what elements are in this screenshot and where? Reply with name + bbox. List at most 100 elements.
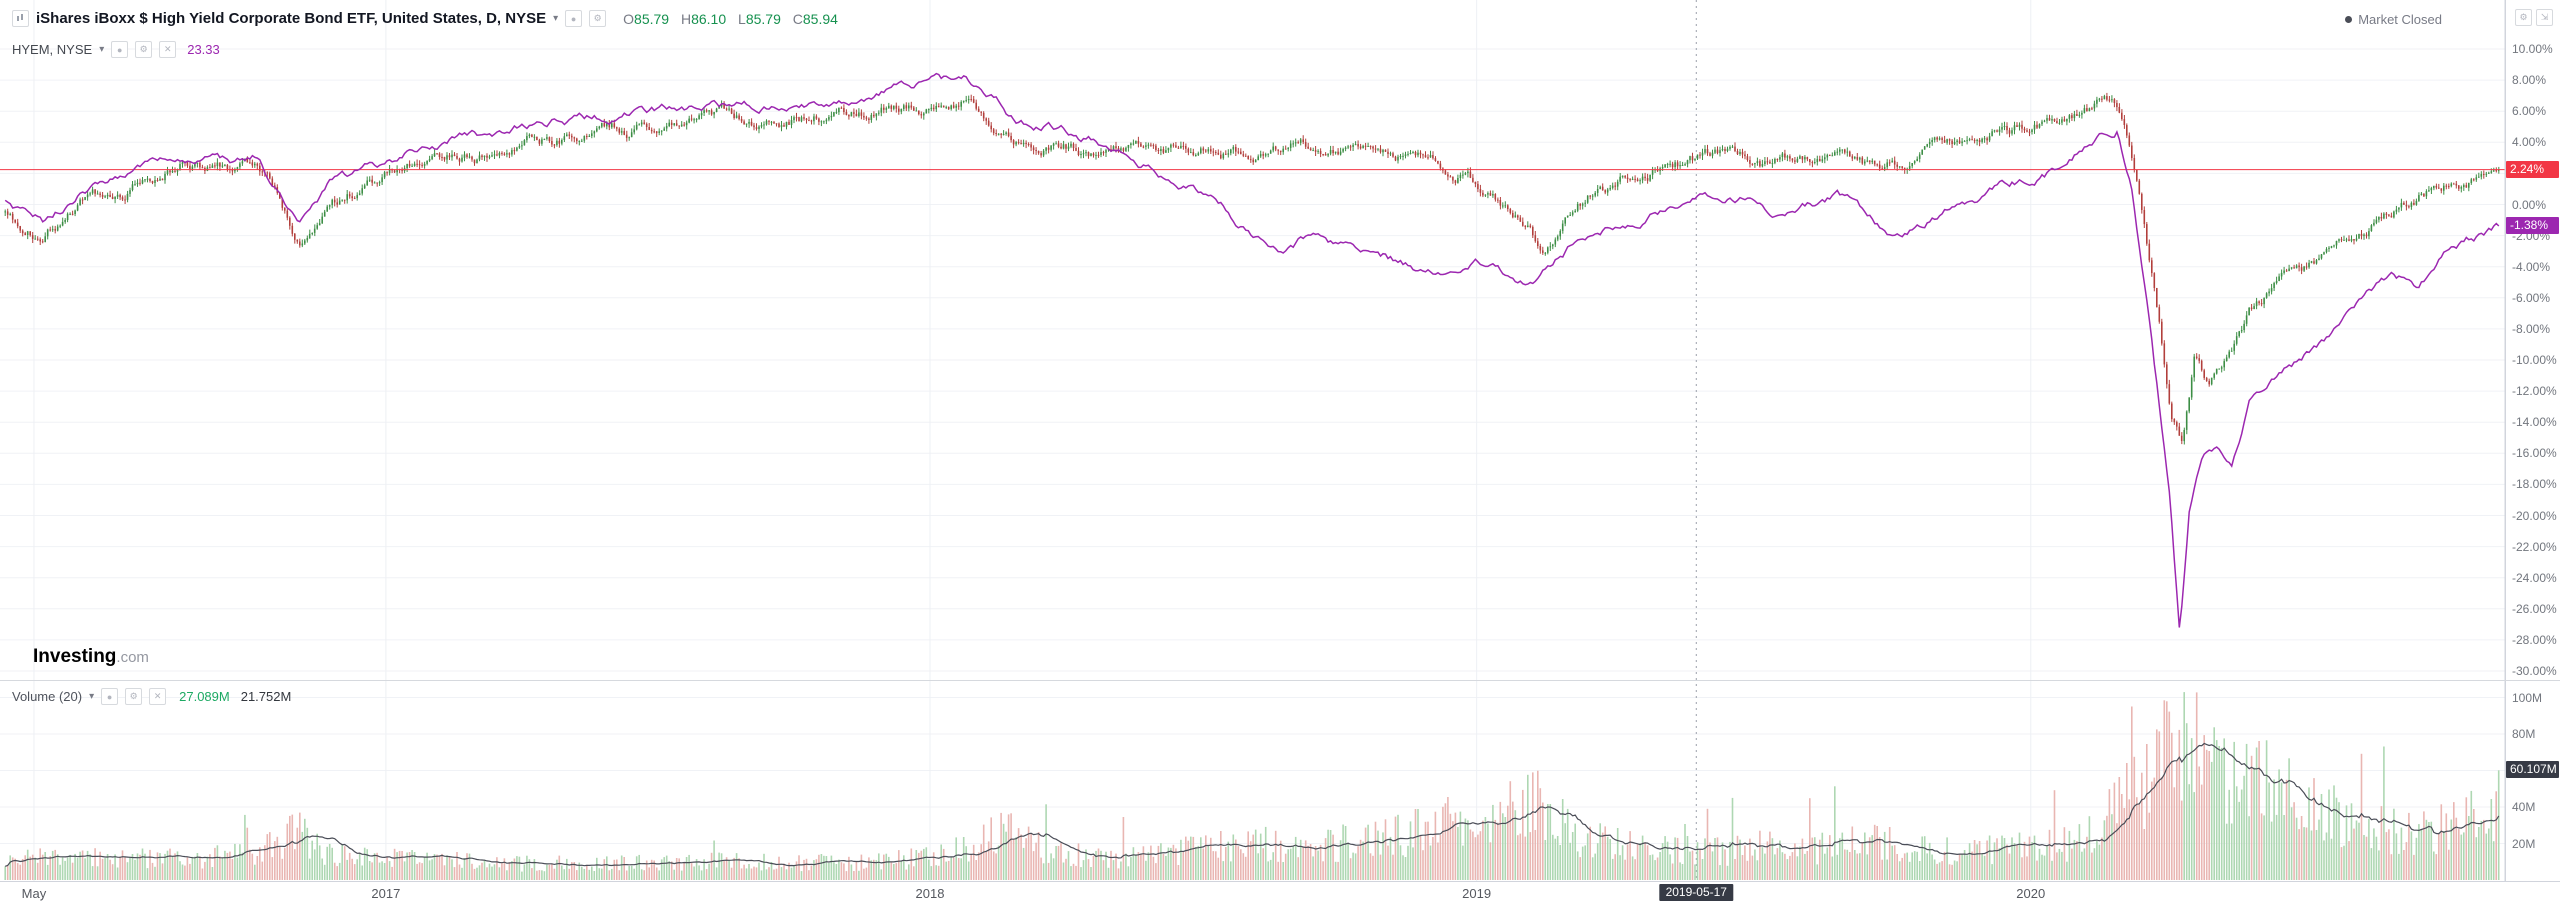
candle-body xyxy=(893,105,895,109)
volume-bar xyxy=(1574,823,1576,880)
volume-bar xyxy=(1756,860,1759,880)
volume-bar xyxy=(2455,817,2458,880)
candle-body xyxy=(1112,146,1115,151)
volume-bar xyxy=(1691,850,1694,880)
candle-body xyxy=(2188,397,2190,412)
candle-body xyxy=(189,165,191,169)
volume-bar xyxy=(693,866,695,880)
volume-bar xyxy=(855,861,858,880)
volume-bar xyxy=(1175,848,1177,880)
volume-bar xyxy=(2066,861,2068,880)
compare-eye-icon[interactable]: ● xyxy=(111,41,129,58)
candle-body xyxy=(1646,178,1649,181)
candle-body xyxy=(551,141,553,145)
volume-bar xyxy=(1210,837,1212,880)
compare-dropdown-caret-icon[interactable]: ▾ xyxy=(99,43,105,55)
candle-body xyxy=(818,118,820,122)
candle-body xyxy=(36,238,39,240)
candle-body xyxy=(873,114,875,117)
volume-bar xyxy=(466,853,468,880)
volume-bar xyxy=(1901,857,1903,880)
investing-logo[interactable]: Investing.com xyxy=(33,646,149,668)
candle-body xyxy=(1369,146,1372,147)
volume-bar xyxy=(1077,843,1080,880)
compare-close-icon[interactable]: ✕ xyxy=(159,41,177,58)
candle-body xyxy=(89,193,91,195)
volume-bar xyxy=(259,847,261,880)
volume-bar xyxy=(1477,834,1479,880)
pane-separator[interactable] xyxy=(0,680,2560,681)
volume-bar xyxy=(1165,855,1167,880)
volume-bar xyxy=(775,868,778,880)
volume-bar xyxy=(1035,842,1037,880)
candle-body xyxy=(693,119,695,121)
time-axis[interactable]: 2019-05-17 May 2017 2018 2019 2020 xyxy=(0,881,2560,905)
candle-body xyxy=(713,112,715,115)
volume-bar xyxy=(1200,837,1202,880)
candle-body xyxy=(2143,210,2146,225)
volume-bar xyxy=(865,867,868,880)
price-tick-label: 0.00% xyxy=(2512,197,2547,212)
candle-body xyxy=(401,170,403,172)
volume-bar xyxy=(1579,857,1581,880)
volume-bar xyxy=(1342,824,1344,880)
scale-settings-icon[interactable]: ⚙ xyxy=(2515,9,2532,26)
candle-body xyxy=(2248,307,2250,316)
candle-body xyxy=(493,154,496,156)
candle-body xyxy=(1821,159,1824,162)
volume-bar xyxy=(2061,851,2063,880)
volume-bar xyxy=(323,864,326,880)
candle-body xyxy=(2166,364,2168,385)
scale-expand-icon[interactable]: ⇲ xyxy=(2536,9,2553,26)
volume-bar xyxy=(2133,756,2136,880)
volume-eye-icon[interactable]: ● xyxy=(101,688,119,705)
volume-bar xyxy=(640,869,643,880)
candle-body xyxy=(2180,435,2183,441)
volume-bar xyxy=(511,861,513,880)
legend-eye-icon[interactable]: ● xyxy=(565,10,583,27)
candle-body xyxy=(625,134,628,138)
candle-body xyxy=(753,125,755,128)
volume-bar xyxy=(299,812,301,880)
volume-bar xyxy=(121,850,124,880)
volume-bar xyxy=(279,846,281,880)
volume-bar xyxy=(1140,854,1142,880)
candle-body xyxy=(239,163,241,168)
volume-close-icon[interactable]: ✕ xyxy=(149,688,167,705)
volume-bar xyxy=(2086,836,2088,880)
volume-bar xyxy=(1911,852,1913,880)
volume-bar xyxy=(1978,841,1981,880)
candle-body xyxy=(745,123,748,125)
candle-body xyxy=(261,171,264,173)
candle-body xyxy=(918,110,920,115)
volume-bar xyxy=(2096,840,2098,880)
volume-bar xyxy=(406,852,408,880)
candle-body xyxy=(76,205,79,211)
compare-settings-icon[interactable]: ⚙ xyxy=(135,41,153,58)
candle-body xyxy=(2315,260,2318,264)
volume-bar xyxy=(2443,831,2445,880)
volume-bar xyxy=(1966,855,1968,880)
candle-body xyxy=(533,136,536,138)
volume-bar xyxy=(1484,817,1487,880)
volume-bar xyxy=(1514,810,1517,880)
candle-body xyxy=(2325,248,2328,253)
volume-bar xyxy=(1956,861,1958,880)
volume-dropdown-caret-icon[interactable]: ▾ xyxy=(89,690,95,702)
volume-bar xyxy=(1352,852,1354,880)
volume-settings-icon[interactable]: ⚙ xyxy=(125,688,143,705)
legend-settings-icon[interactable]: ⚙ xyxy=(589,10,607,27)
price-scale[interactable]: 10.00%8.00%6.00%4.00%2.00%0.00%-2.00%-4.… xyxy=(2505,0,2560,881)
volume-bar xyxy=(1070,866,1072,880)
candle-body xyxy=(1589,195,1591,197)
volume-bar xyxy=(1839,838,1841,880)
candle-body xyxy=(1921,149,1923,155)
symbol-dropdown-caret-icon[interactable]: ▾ xyxy=(553,12,559,24)
volume-bar xyxy=(1344,826,1347,880)
candle-body xyxy=(1981,138,1983,142)
candle-body xyxy=(2335,240,2338,246)
volume-bar xyxy=(2213,727,2215,880)
volume-bar xyxy=(1794,843,1796,880)
volume-bar xyxy=(1601,832,1604,880)
